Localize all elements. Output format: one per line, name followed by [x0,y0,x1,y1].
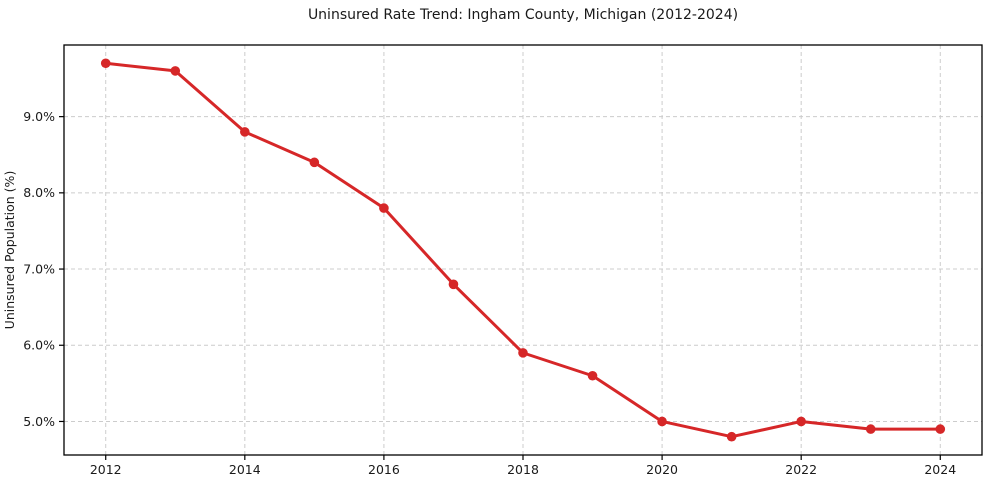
y-tick-label: 5.0% [23,414,55,429]
chart-title: Uninsured Rate Trend: Ingham County, Mic… [307,7,739,23]
data-point-2018 [518,348,528,358]
y-axis-label: Uninsured Population (%) [2,171,17,330]
data-point-2021 [726,431,737,442]
x-tick-label: 2022 [785,462,817,477]
x-tick-label: 2020 [646,462,678,477]
x-tick-label: 2014 [229,462,261,477]
data-point-2024 [935,424,946,434]
y-tick-label: 9.0% [23,109,55,124]
data-point-2015 [309,157,320,168]
data-point-2019 [587,370,598,381]
data-point-2023 [865,424,876,434]
tick-labels: 2012 2014 2016 2018 2020 2022 2024 5.0% 6.0% 7.0%… [23,109,956,477]
x-tick-label: 2018 [507,462,539,477]
data-point-2020 [657,416,667,427]
x-tick-label: 2012 [90,462,122,477]
x-tick-label: 2024 [924,462,956,477]
data-point-2016 [379,203,389,213]
data-point-2014 [240,127,250,137]
y-tick-label: 7.0% [23,261,55,276]
gridlines [64,45,982,455]
y-tick-label: 8.0% [23,185,55,200]
y-tick-label: 6.0% [23,338,55,353]
data-point-2012 [100,58,111,69]
x-tick-label: 2016 [368,462,400,477]
data-point-2017 [448,279,459,290]
trend-line-layer [100,58,946,442]
data-point-2022 [796,416,806,427]
axes [59,44,983,460]
data-point-2013 [170,66,181,76]
